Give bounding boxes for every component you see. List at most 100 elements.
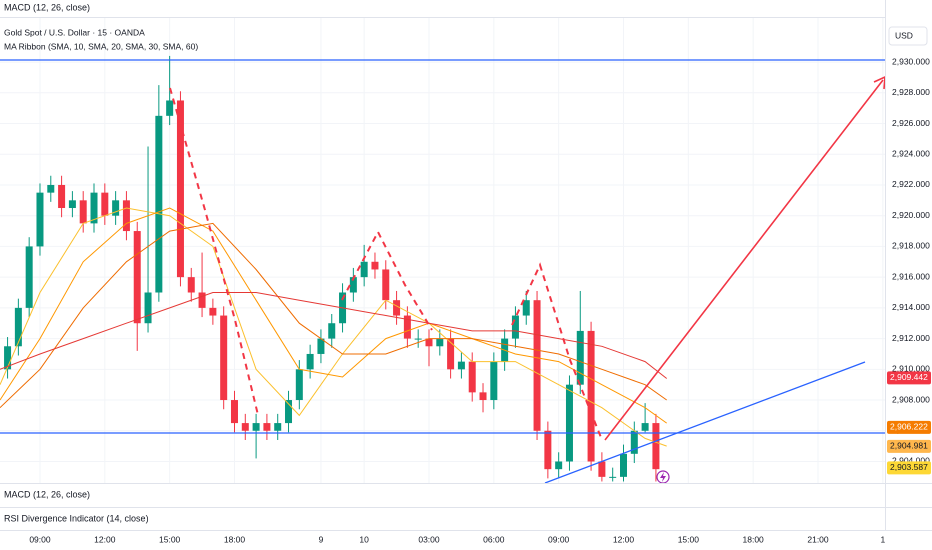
candle-body xyxy=(414,338,422,340)
candle-body xyxy=(14,307,22,347)
candle-body xyxy=(252,423,260,431)
candle-body xyxy=(328,323,336,339)
x-tick-label: 21:00 xyxy=(807,534,829,544)
candle-body xyxy=(609,476,617,478)
candle-body xyxy=(652,423,660,470)
currency-label: USD xyxy=(895,30,913,40)
candle-body xyxy=(155,115,163,293)
projection-path xyxy=(169,87,259,416)
candle-body xyxy=(122,200,130,232)
candle-body xyxy=(144,292,152,324)
target-arrow xyxy=(604,79,884,441)
trend-line xyxy=(544,361,866,483)
candle-body xyxy=(133,231,141,324)
candle-body xyxy=(576,330,584,385)
candle-body xyxy=(112,200,120,216)
ma-line xyxy=(0,222,667,409)
y-tick-label: 2,904.000 xyxy=(892,456,930,466)
y-tick-label: 2,930.000 xyxy=(892,56,930,66)
candle-body xyxy=(598,461,606,477)
candle-body xyxy=(79,200,87,224)
candle-body xyxy=(393,300,401,316)
x-tick-label: 12:00 xyxy=(94,534,116,544)
candle-body xyxy=(555,461,563,470)
axes: 2,904.0002,906.0002,908.0002,910.0002,91… xyxy=(29,56,931,544)
candle-body xyxy=(58,184,66,209)
drawings xyxy=(0,59,885,483)
x-tick-label: 12:00 xyxy=(613,534,635,544)
event-icon-bolt xyxy=(660,472,666,482)
price-label-box xyxy=(887,461,931,475)
price-label-box xyxy=(887,420,931,434)
candle-body xyxy=(544,430,552,470)
candle-body xyxy=(403,315,411,339)
arrow-head xyxy=(873,76,885,90)
candle-body xyxy=(198,292,206,308)
y-tick-label: 2,916.000 xyxy=(892,271,930,281)
candle-body xyxy=(587,330,595,462)
candle-body xyxy=(371,261,379,270)
candle-body xyxy=(295,369,303,401)
price-label: 2,903.587 xyxy=(890,462,928,472)
plot-area xyxy=(0,55,668,482)
event-icon[interactable] xyxy=(656,470,670,483)
candle-body xyxy=(166,100,174,116)
candle-body xyxy=(479,392,487,401)
x-tick-label: 18:00 xyxy=(743,534,765,544)
projection-path xyxy=(341,229,433,331)
price-label: 2,909.442 xyxy=(890,372,928,382)
candle-body xyxy=(209,307,217,316)
candle-body xyxy=(176,100,184,278)
candle-body xyxy=(25,246,33,308)
y-tick-label: 2,914.000 xyxy=(892,302,930,312)
projection-path xyxy=(511,262,603,441)
y-tick-label: 2,926.000 xyxy=(892,118,930,128)
price-label: 2,904.981 xyxy=(890,441,928,451)
candle-body xyxy=(447,338,455,370)
price-label: 2,906.222 xyxy=(890,422,928,432)
y-tick-label: 2,922.000 xyxy=(892,179,930,189)
y-tick-label: 2,918.000 xyxy=(892,241,930,251)
y-tick-label: 2,920.000 xyxy=(892,210,930,220)
candle-body xyxy=(349,277,357,293)
candle-body xyxy=(101,192,109,216)
price-label-box xyxy=(887,439,931,453)
candle-body xyxy=(468,361,476,393)
candle-body xyxy=(317,338,325,354)
currency-button[interactable] xyxy=(888,26,928,46)
ma-line xyxy=(0,207,667,424)
y-tick-label: 2,924.000 xyxy=(892,148,930,158)
ma-line xyxy=(0,292,668,379)
x-tick-label: 09:00 xyxy=(29,534,51,544)
x-tick-label: 06:00 xyxy=(483,534,505,544)
x-tick-label: 9 xyxy=(319,534,324,544)
x-tick-label: 1 xyxy=(880,534,885,544)
candle-body xyxy=(47,184,55,193)
candle-body xyxy=(490,361,498,401)
candle-body xyxy=(436,338,444,347)
candle-body xyxy=(522,300,530,316)
candle-body xyxy=(220,315,228,401)
pane-title: RSI Divergence Indicator (14, close) xyxy=(4,513,149,523)
candle-body xyxy=(230,400,238,424)
x-tick-label: 10 xyxy=(359,534,369,544)
y-tick-label: 2,908.000 xyxy=(892,394,930,404)
candle-body xyxy=(630,430,638,454)
candle-body xyxy=(382,269,390,301)
candle-body xyxy=(187,277,195,293)
candle-body xyxy=(263,423,271,431)
chart-subtitle: MA Ribbon (SMA, 10, SMA, 20, SMA, 30, SM… xyxy=(4,41,198,51)
candle-body xyxy=(241,423,249,431)
y-tick-label: 2,912.000 xyxy=(892,333,930,343)
chart-title: Gold Spot / U.S. Dollar · 15 · OANDA xyxy=(4,27,145,37)
candle-body xyxy=(619,453,627,477)
pane-title: MACD (12, 26, close) xyxy=(4,2,90,12)
candle-body xyxy=(306,353,314,370)
candle-body xyxy=(4,346,12,370)
candle-body xyxy=(90,192,98,224)
y-tick-label: 2,928.000 xyxy=(892,87,930,97)
candle-body xyxy=(36,192,44,247)
x-tick-label: 03:00 xyxy=(418,534,440,544)
x-tick-label: 09:00 xyxy=(548,534,570,544)
